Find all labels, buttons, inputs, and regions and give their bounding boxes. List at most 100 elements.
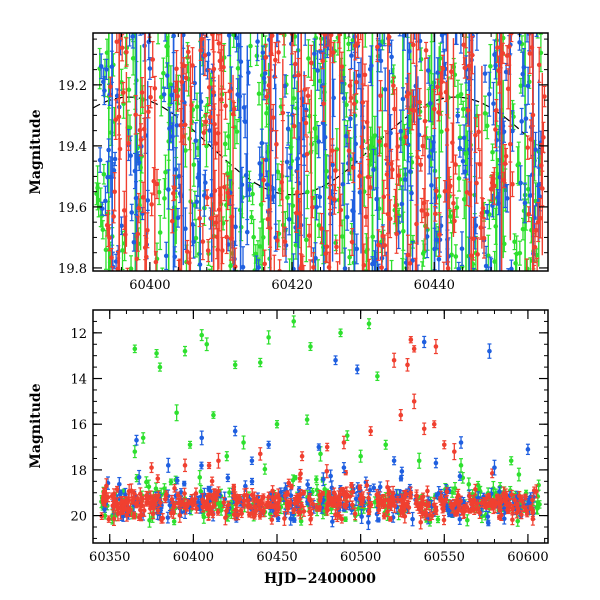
top-data-point [436,256,442,262]
top-data-point [510,128,515,134]
top-data-point [378,93,383,99]
top-data-point [320,58,325,64]
top-data-point [335,277,340,282]
top-data-point [305,189,310,195]
top-data-point [172,185,177,190]
top-data-point [389,54,394,60]
top-data-point [316,139,322,144]
top-data-point [484,209,490,215]
top-data-point [416,273,421,278]
top-y-tick-label: 19.8 [58,262,87,277]
top-data-point [517,40,522,45]
top-data-point [130,27,135,32]
top-data-point [329,148,335,153]
top-data-point [532,244,538,250]
top-data-point [226,194,232,200]
bottom-panel: 60350 60400 60450 60500 60550 606001214161820… [28,309,549,587]
top-data-point [126,140,131,146]
top-data-point [520,226,526,232]
top-data-point [505,86,511,92]
top-data-point [415,23,420,28]
top-data-point [504,53,510,58]
top-data-point [163,253,169,259]
top-data-point [343,133,349,139]
top-data-point [448,214,453,219]
top-data-point [207,128,212,133]
top-data-point [138,25,143,30]
top-data-point [436,110,441,115]
top-data-point [525,22,530,27]
top-data-point [506,278,511,283]
top-data-point [488,273,493,278]
top-data-point [317,194,323,200]
top-data-point [240,264,246,270]
top-data-point [222,184,227,190]
top-data-point [433,211,438,217]
top-data-point [104,67,109,72]
top-data-point [425,68,431,73]
top-data-point [426,154,432,159]
top-data-point [161,92,167,97]
top-data-point [486,91,492,97]
bottom-data-point [314,477,319,482]
top-data-point [126,87,132,93]
top-data-point [494,108,499,113]
top-data-point [493,63,498,68]
top-data-point [272,272,277,277]
top-data-point [221,65,226,70]
top-data-point [136,205,142,211]
top-data-point [262,71,268,76]
top-data-point [150,57,156,62]
top-data-point [367,275,372,280]
top-data-point [492,183,497,189]
top-data-point [215,130,221,136]
top-data-point [429,183,434,188]
top-data-point [276,50,281,55]
top-data-point [110,280,115,285]
top-data-point [96,197,101,203]
top-data-point [332,197,337,202]
top-data-point [303,237,309,243]
top-data-point [455,113,461,119]
top-data-point [102,88,107,93]
top-data-point [306,233,312,238]
top-data-point [412,22,417,27]
top-data-point [472,22,477,27]
top-panel: 60400 60420 60440 19.2 19.4 19.6 19.8 Magnitud… [28,22,549,293]
top-data-point [326,26,331,31]
top-data-point [357,173,362,179]
bottom-data-point [322,486,327,492]
top-data-point [528,273,533,278]
top-data-point [214,234,220,240]
top-data-point [99,206,105,211]
top-data-point [222,141,228,147]
top-data-point [272,74,277,80]
top-data-point [133,112,138,118]
top-data-point [358,27,363,32]
top-data-point [303,22,308,27]
top-data-point [113,117,119,122]
top-x-tick-label: 60400 [129,278,170,293]
top-data-point [199,36,205,42]
top-data-point [403,134,409,140]
top-data-point [207,277,212,282]
top-data-point [401,33,407,38]
top-data-point [306,56,311,61]
top-data-point [501,129,507,135]
top-data-point [130,34,136,39]
top-data-point [493,127,498,132]
top-data-point [214,25,219,30]
top-data-point [542,94,547,99]
top-data-point [107,235,112,241]
top-data-point [461,135,467,141]
top-data-point [456,176,462,181]
top-data-point [256,265,261,270]
top-data-point [424,212,430,217]
top-data-point [216,207,222,212]
top-data-point [518,83,524,89]
top-data-point [439,129,444,134]
top-data-point [496,68,501,73]
top-data-point [188,276,193,281]
bottom-data-point [162,486,167,492]
top-data-point [198,24,203,29]
